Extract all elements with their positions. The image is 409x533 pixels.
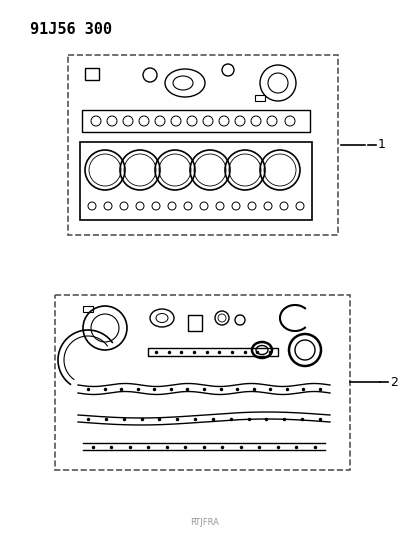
Text: 2: 2	[389, 376, 397, 389]
Text: 91J56 300: 91J56 300	[30, 22, 112, 37]
Bar	[80, 142, 311, 220]
Text: RTJFRA: RTJFRA	[190, 518, 219, 527]
Bar	[55, 295, 349, 470]
Text: 1: 1	[377, 139, 385, 151]
Bar	[82, 110, 309, 132]
Bar	[188, 315, 202, 331]
Bar	[68, 55, 337, 235]
Bar	[85, 68, 99, 80]
Bar	[148, 348, 277, 356]
Bar	[254, 95, 264, 101]
Bar	[83, 306, 93, 312]
